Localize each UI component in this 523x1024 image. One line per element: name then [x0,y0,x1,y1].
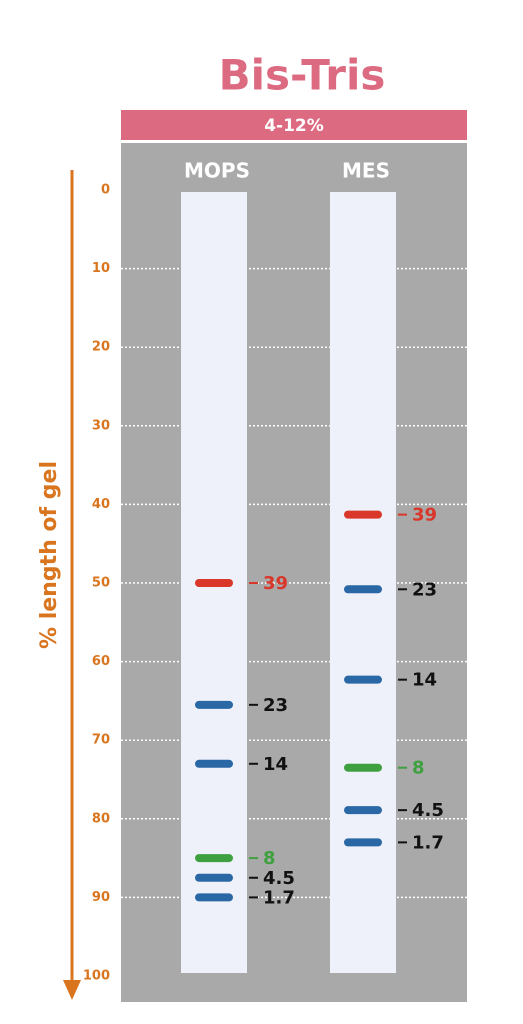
subtitle-banner [121,110,467,140]
band [195,700,233,709]
y-tick-label: 60 [92,654,110,669]
band-label: 1.7 [263,887,295,908]
gel-background [121,143,467,1002]
subtitle: 4-12% [264,116,324,136]
band [344,806,382,815]
band [195,579,233,587]
lane-name: MOPS [184,159,250,183]
y-tick-label: 30 [92,418,110,433]
band [195,893,233,902]
band-label: 4.5 [263,868,295,889]
band-label: 4.5 [412,800,444,821]
band [344,763,382,772]
band-label: 23 [412,579,437,600]
band [195,873,233,882]
band [344,675,382,684]
band-label: 39 [263,573,288,594]
y-tick-label: 40 [92,497,110,512]
y-tick-label: 90 [92,890,110,905]
y-tick-label: 10 [92,261,110,276]
band [344,510,382,519]
y-tick-label: 50 [92,576,110,591]
lane [330,192,396,973]
band [195,854,233,863]
chart-title: Bis-Tris [219,51,386,100]
y-tick-label: 20 [92,340,110,355]
band-label: 23 [263,695,288,716]
band-label: 1.7 [412,832,444,853]
y-tick-label: 70 [92,733,110,748]
band-label: 8 [412,758,425,779]
band-label: 8 [263,848,276,869]
y-tick-label: 0 [101,183,110,198]
band-label: 14 [412,670,437,691]
axis-arrowhead [63,980,81,1000]
band-label: 39 [412,505,437,526]
y-tick-label: 80 [92,811,110,826]
band [344,585,382,594]
band [344,838,382,847]
y-axis-label: % length of gel [37,461,62,649]
y-tick-label: 100 [83,969,110,984]
band-label: 14 [263,754,288,775]
band [195,759,233,768]
lane-name: MES [342,159,390,183]
